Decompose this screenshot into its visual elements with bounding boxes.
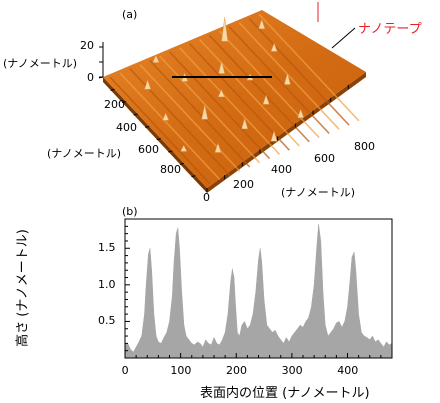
y-tick — [168, 150, 173, 153]
profile-area-layer — [124, 224, 393, 359]
z-axis-label: (ナノメートル) — [3, 57, 78, 70]
profile-x-axis-label: 表面内の位置 (ナノメートル) — [200, 386, 370, 401]
x-tick-label-400: 400 — [271, 163, 292, 176]
surface-spikes — [144, 17, 305, 153]
y-tick-label-200: 200 — [104, 98, 125, 111]
nanotape-ridge — [258, 13, 360, 122]
surface-spike — [284, 72, 291, 85]
surface-spike — [218, 61, 225, 74]
y-tick — [179, 162, 185, 165]
x-tick-label-200: 200 — [233, 178, 254, 191]
nanotape-ridge — [238, 22, 340, 130]
surface-spike — [270, 42, 278, 52]
surface-spike — [221, 17, 228, 42]
profile-y-ticks — [125, 225, 130, 352]
nanotape-ridge — [149, 59, 251, 168]
x-tick-label-600: 600 — [314, 152, 335, 165]
nanotape-ridge — [248, 17, 350, 126]
nanotape-ridge — [109, 76, 211, 185]
profile-x-tick-label: 100 — [170, 364, 192, 377]
z-tick-label-20: 20 — [80, 39, 94, 52]
surface-spike — [144, 79, 151, 90]
profile-y-tick-label: 0.5 — [98, 314, 116, 328]
profile-y-tick-label: 1.0 — [98, 277, 116, 291]
surface-spike — [262, 94, 270, 105]
nanotape-ridge — [228, 26, 330, 134]
surface-spike — [180, 144, 188, 152]
y-tick-label-600: 600 — [138, 143, 159, 156]
profile-x-tick-label: 0 — [121, 364, 129, 377]
y-axis-ticks — [98, 76, 196, 178]
surface-spike — [162, 112, 170, 121]
afm-surface-plot — [98, 2, 366, 193]
y-tick-label-400: 400 — [116, 121, 137, 134]
y-tick — [110, 88, 115, 91]
nanotape-ridge — [139, 64, 241, 172]
profile-y-tick-label: 1.5 — [98, 241, 116, 255]
height-profile-area — [124, 224, 393, 359]
profile-x-tick-label: 300 — [281, 364, 303, 377]
panel-b-label: (b) — [122, 205, 138, 218]
nanotape-ridge — [188, 43, 290, 151]
surface-spike — [152, 54, 160, 63]
surface-spike — [258, 18, 266, 29]
x-axis-ticks — [206, 84, 349, 192]
surface-spike — [270, 130, 278, 142]
callout-pointer — [331, 27, 356, 49]
y-tick — [98, 76, 104, 79]
y-axis-label: (ナノメートル) — [47, 147, 122, 160]
nanotape-ridge — [198, 38, 300, 147]
profile-y-axis-label: 高さ (ナノメートル) — [15, 229, 31, 347]
nanotape-ridge — [169, 51, 271, 160]
surface-top — [103, 10, 366, 188]
surface-spike — [214, 142, 222, 153]
nanotape-ridge — [119, 72, 221, 181]
surface-spike — [201, 105, 209, 120]
panel-a-label: (a) — [122, 8, 138, 21]
surface-spike — [217, 89, 225, 98]
nanotape-callout: ナノテープ — [358, 22, 422, 37]
surface-spike — [297, 108, 305, 118]
nanotape-ridge — [208, 34, 310, 143]
x-tick-label-800: 800 — [354, 140, 375, 153]
profile-x-ticks — [124, 353, 393, 358]
y-tick — [121, 101, 127, 104]
x-axis-label: (ナノメートル) — [281, 186, 356, 199]
nanotape-ridge — [218, 30, 320, 139]
surface-spike — [241, 117, 248, 130]
z-tick-label-0: 0 — [87, 71, 94, 84]
x-tick-label-0: 0 — [203, 191, 210, 204]
y-tick — [156, 138, 161, 141]
y-tick — [133, 113, 138, 116]
nanotape-ridge — [179, 47, 281, 155]
y-tick — [191, 175, 196, 178]
y-tick-label-800: 800 — [160, 163, 181, 176]
profile-x-tick-label: 200 — [226, 364, 248, 377]
profile-x-tick-label: 400 — [337, 364, 359, 377]
nanotape-ridge — [159, 55, 261, 164]
y-tick — [145, 125, 150, 128]
